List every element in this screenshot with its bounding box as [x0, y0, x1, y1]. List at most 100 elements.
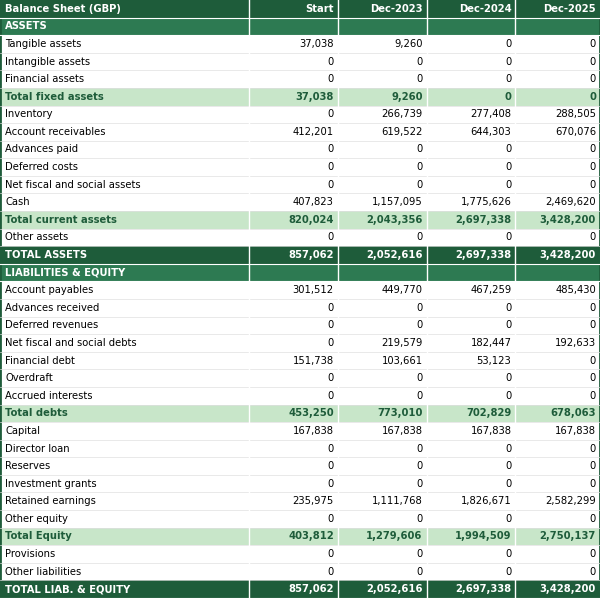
Text: 0: 0 — [590, 39, 596, 49]
Text: 0: 0 — [416, 444, 422, 453]
Text: 1,826,671: 1,826,671 — [461, 496, 511, 507]
Text: 0: 0 — [505, 145, 511, 154]
Text: 0: 0 — [505, 321, 511, 330]
Text: 0: 0 — [590, 478, 596, 489]
Text: 266,739: 266,739 — [382, 109, 422, 120]
Text: 1,111,768: 1,111,768 — [372, 496, 422, 507]
Bar — [0, 211, 600, 228]
Bar — [0, 88, 600, 105]
Text: Intangible assets: Intangible assets — [5, 57, 90, 66]
Text: 0: 0 — [590, 233, 596, 242]
Text: 2,052,616: 2,052,616 — [366, 250, 422, 260]
Text: 0: 0 — [590, 514, 596, 524]
Text: 0: 0 — [590, 321, 596, 330]
Text: 0: 0 — [505, 91, 511, 102]
Text: 1,157,095: 1,157,095 — [372, 197, 422, 208]
Text: 0: 0 — [590, 162, 596, 172]
Text: 0: 0 — [328, 109, 334, 120]
Bar — [0, 527, 600, 545]
Text: 0: 0 — [416, 179, 422, 190]
Text: 0: 0 — [416, 549, 422, 559]
Text: Capital: Capital — [5, 426, 40, 436]
Text: 1,994,509: 1,994,509 — [455, 532, 511, 541]
Text: 1,775,626: 1,775,626 — [461, 197, 511, 208]
Text: 0: 0 — [416, 373, 422, 383]
Text: 0: 0 — [416, 390, 422, 401]
Text: 0: 0 — [590, 390, 596, 401]
Text: 0: 0 — [328, 444, 334, 453]
Text: 0: 0 — [590, 74, 596, 84]
Text: 0: 0 — [505, 567, 511, 576]
Text: 192,633: 192,633 — [555, 338, 596, 348]
Text: 670,076: 670,076 — [555, 127, 596, 137]
Text: 412,201: 412,201 — [293, 127, 334, 137]
Text: 0: 0 — [328, 57, 334, 66]
Text: 407,823: 407,823 — [293, 197, 334, 208]
Text: 0: 0 — [505, 39, 511, 49]
Text: 857,062: 857,062 — [289, 584, 334, 594]
Text: 0: 0 — [416, 514, 422, 524]
Bar — [0, 105, 600, 123]
Text: 3,428,200: 3,428,200 — [540, 250, 596, 260]
Bar — [0, 282, 600, 299]
Text: Balance Sheet (GBP): Balance Sheet (GBP) — [5, 4, 121, 14]
Bar — [0, 0, 600, 17]
Bar — [0, 457, 600, 475]
Bar — [0, 316, 600, 334]
Bar — [0, 228, 600, 246]
Text: 0: 0 — [416, 321, 422, 330]
Text: 182,447: 182,447 — [470, 338, 511, 348]
Text: 0: 0 — [505, 514, 511, 524]
Text: 2,582,299: 2,582,299 — [545, 496, 596, 507]
Text: Start: Start — [305, 4, 334, 14]
Text: 167,838: 167,838 — [382, 426, 422, 436]
Text: 2,697,338: 2,697,338 — [455, 250, 511, 260]
Text: 403,812: 403,812 — [288, 532, 334, 541]
Text: 0: 0 — [328, 549, 334, 559]
Text: 37,038: 37,038 — [299, 39, 334, 49]
Text: Tangible assets: Tangible assets — [5, 39, 82, 49]
Bar — [0, 493, 600, 510]
Text: 3,428,200: 3,428,200 — [540, 215, 596, 225]
Text: Financial assets: Financial assets — [5, 74, 84, 84]
Text: 167,838: 167,838 — [293, 426, 334, 436]
Text: 0: 0 — [590, 373, 596, 383]
Text: 235,975: 235,975 — [293, 496, 334, 507]
Text: 0: 0 — [328, 373, 334, 383]
Text: 0: 0 — [416, 57, 422, 66]
Text: 288,505: 288,505 — [555, 109, 596, 120]
Text: 0: 0 — [505, 179, 511, 190]
Text: Total debts: Total debts — [5, 408, 68, 419]
Text: Advances received: Advances received — [5, 303, 100, 313]
Bar — [0, 440, 600, 457]
Text: 0: 0 — [416, 233, 422, 242]
Bar — [0, 123, 600, 141]
Text: 619,522: 619,522 — [381, 127, 422, 137]
Bar — [0, 246, 600, 264]
Bar — [0, 510, 600, 527]
Bar — [0, 71, 600, 88]
Text: 301,512: 301,512 — [293, 285, 334, 295]
Text: 0: 0 — [505, 57, 511, 66]
Text: 0: 0 — [328, 567, 334, 576]
Text: 0: 0 — [505, 233, 511, 242]
Text: TOTAL LIAB. & EQUITY: TOTAL LIAB. & EQUITY — [5, 584, 130, 594]
Text: 0: 0 — [416, 162, 422, 172]
Text: 0: 0 — [328, 303, 334, 313]
Text: Deferred costs: Deferred costs — [5, 162, 78, 172]
Text: Provisions: Provisions — [5, 549, 55, 559]
Bar — [0, 35, 600, 53]
Text: LIABILITIES & EQUITY: LIABILITIES & EQUITY — [5, 268, 125, 277]
Bar — [0, 545, 600, 563]
Text: Dec-2024: Dec-2024 — [458, 4, 511, 14]
Text: 0: 0 — [590, 461, 596, 471]
Bar — [0, 194, 600, 211]
Bar — [0, 581, 600, 598]
Text: 0: 0 — [328, 179, 334, 190]
Text: 678,063: 678,063 — [551, 408, 596, 419]
Text: 0: 0 — [328, 478, 334, 489]
Text: Total Equity: Total Equity — [5, 532, 72, 541]
Bar — [0, 352, 600, 370]
Text: 9,260: 9,260 — [391, 91, 422, 102]
Text: 0: 0 — [416, 145, 422, 154]
